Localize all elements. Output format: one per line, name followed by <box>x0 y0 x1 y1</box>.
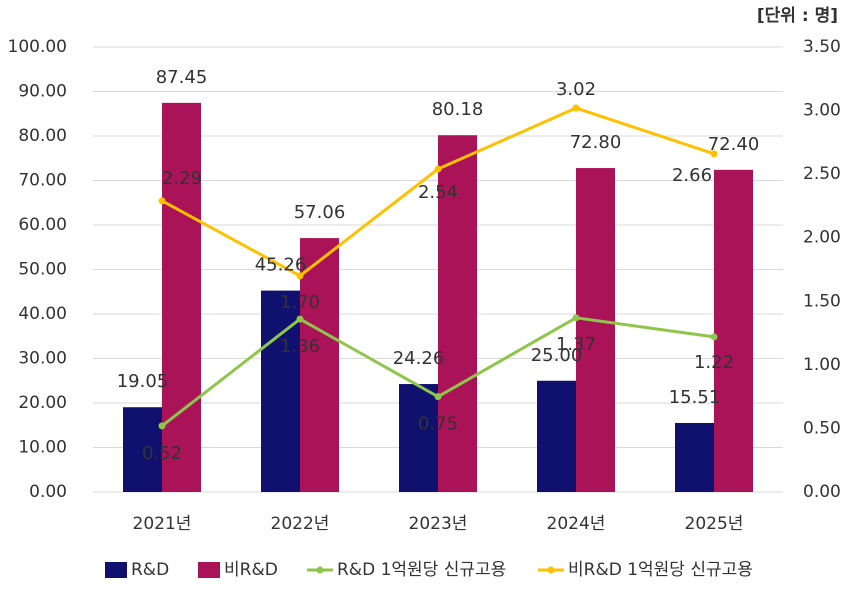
bar <box>261 290 300 492</box>
line-marker <box>710 150 718 158</box>
value-label: 87.45 <box>156 67 208 88</box>
legend-label: R&D 1억원당 신규고용 <box>337 560 506 580</box>
bar <box>714 169 753 492</box>
y-tick-label: 100.00 <box>8 37 67 57</box>
value-label: 1.36 <box>280 336 320 357</box>
value-label: 72.80 <box>570 132 622 153</box>
y2-tick-label: 2.00 <box>803 228 841 248</box>
y-tick-label: 60.00 <box>18 215 67 235</box>
y2-tick-label: 0.50 <box>803 418 841 438</box>
value-label: 2.29 <box>162 168 202 189</box>
y-tick-label: 30.00 <box>18 349 67 369</box>
y-tick-label: 0.00 <box>29 482 67 502</box>
line-marker <box>710 333 718 341</box>
unit-label: [단위 : 명] <box>757 6 838 26</box>
bar <box>537 380 576 492</box>
line-marker <box>158 422 166 430</box>
y-tick-label: 10.00 <box>18 438 67 458</box>
bar <box>123 407 162 492</box>
value-label: 19.05 <box>117 371 169 392</box>
value-label: 15.51 <box>669 387 721 408</box>
line-marker <box>434 393 442 401</box>
y-tick-label: 90.00 <box>18 82 67 102</box>
value-label: 3.02 <box>556 79 596 100</box>
value-label: 1.37 <box>556 334 596 355</box>
legend-swatch <box>198 562 220 578</box>
legend-swatch <box>316 566 324 574</box>
value-label: 80.18 <box>432 99 484 120</box>
legend-label: 비R&D <box>224 560 278 580</box>
line-marker <box>296 272 304 280</box>
bar <box>438 135 477 492</box>
value-label: 24.26 <box>393 348 445 369</box>
value-label: 1.70 <box>280 292 320 313</box>
bar <box>162 102 201 492</box>
value-label: 25.00 <box>531 345 583 366</box>
bar <box>675 422 714 492</box>
value-label: 72.40 <box>708 134 760 155</box>
y2-tick-label: 1.50 <box>803 291 841 311</box>
value-label: 57.06 <box>294 202 346 223</box>
bar <box>399 384 438 492</box>
x-tick-label: 2021년 <box>133 514 192 534</box>
value-label: 2.54 <box>418 182 458 203</box>
x-tick-label: 2024년 <box>547 514 606 534</box>
value-label: 45.26 <box>255 255 307 276</box>
value-label: 0.75 <box>418 414 458 435</box>
y2-tick-label: 0.00 <box>803 482 841 502</box>
y2-tick-label: 2.50 <box>803 164 841 184</box>
legend-swatch <box>105 562 127 578</box>
bar <box>576 168 615 493</box>
y2-tick-label: 3.00 <box>803 101 841 121</box>
line-marker <box>296 315 304 323</box>
y-tick-label: 50.00 <box>18 260 67 280</box>
x-tick-label: 2025년 <box>685 514 744 534</box>
x-tick-label: 2023년 <box>409 514 468 534</box>
y-tick-label: 40.00 <box>18 304 67 324</box>
legend-swatch <box>547 566 555 574</box>
line-marker <box>158 197 166 205</box>
y2-tick-label: 1.00 <box>803 355 841 375</box>
y2-tick-label: 3.50 <box>803 37 841 57</box>
x-tick-label: 2022년 <box>271 514 330 534</box>
y-tick-label: 70.00 <box>18 171 67 191</box>
value-label: 0.52 <box>142 443 182 464</box>
legend-label: 비R&D 1억원당 신규고용 <box>568 560 753 580</box>
y-tick-label: 80.00 <box>18 126 67 146</box>
y-tick-label: 20.00 <box>18 393 67 413</box>
value-label: 1.22 <box>694 352 734 373</box>
line-marker <box>434 165 442 173</box>
value-label: 2.66 <box>672 165 712 186</box>
bar <box>300 238 339 492</box>
line-marker <box>572 104 580 112</box>
legend-label: R&D <box>131 560 169 580</box>
line-marker <box>572 314 580 322</box>
